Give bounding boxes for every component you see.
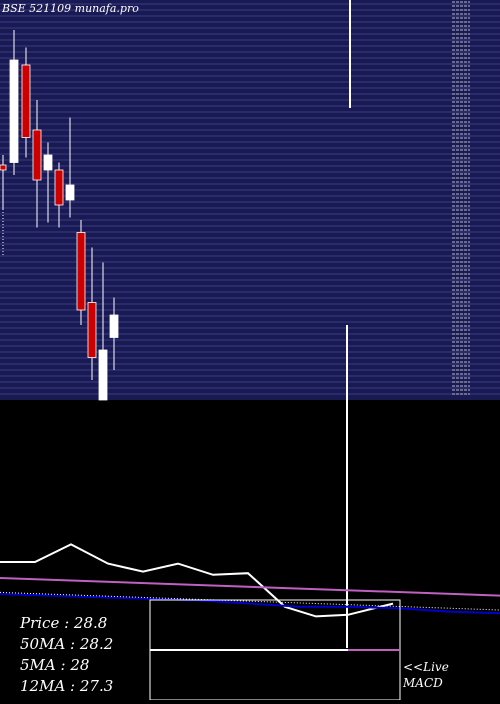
price-grid	[0, 3, 500, 395]
candle-body	[98, 349, 108, 401]
candle-body	[54, 169, 64, 206]
price-readout: Price : 28.8	[20, 614, 108, 632]
candles	[0, 30, 119, 401]
stats-panel: Price : 28.8 50MA : 28.2 5MA : 28 12MA :…	[20, 613, 113, 697]
ma12-readout: 12MA : 27.3	[20, 677, 114, 695]
candle-body	[9, 59, 19, 163]
candle-body	[87, 302, 97, 358]
ma5-readout: 5MA : 28	[20, 656, 90, 674]
price-panel-bg	[0, 0, 500, 400]
ma-line	[0, 543, 394, 618]
ma50-readout: 50MA : 28.2	[20, 635, 114, 653]
ma-line	[0, 593, 500, 615]
macd-label: MACD	[403, 676, 443, 690]
candle-body	[43, 154, 53, 171]
candle-body	[0, 164, 7, 171]
candle-body	[32, 129, 42, 181]
ma-line	[0, 577, 500, 597]
live-panel: <<Live MACD	[403, 659, 449, 691]
chart-title: BSE 521109 munafa.pro	[2, 2, 139, 15]
price-scale-column	[2, 1, 470, 395]
candle-body	[65, 184, 75, 201]
candle-body	[21, 64, 31, 138]
macd-panel	[0, 543, 500, 618]
candle-body	[76, 232, 86, 311]
live-link[interactable]: <<Live	[403, 660, 449, 674]
candle-body	[109, 314, 119, 338]
dotted-ma-line	[0, 591, 500, 611]
